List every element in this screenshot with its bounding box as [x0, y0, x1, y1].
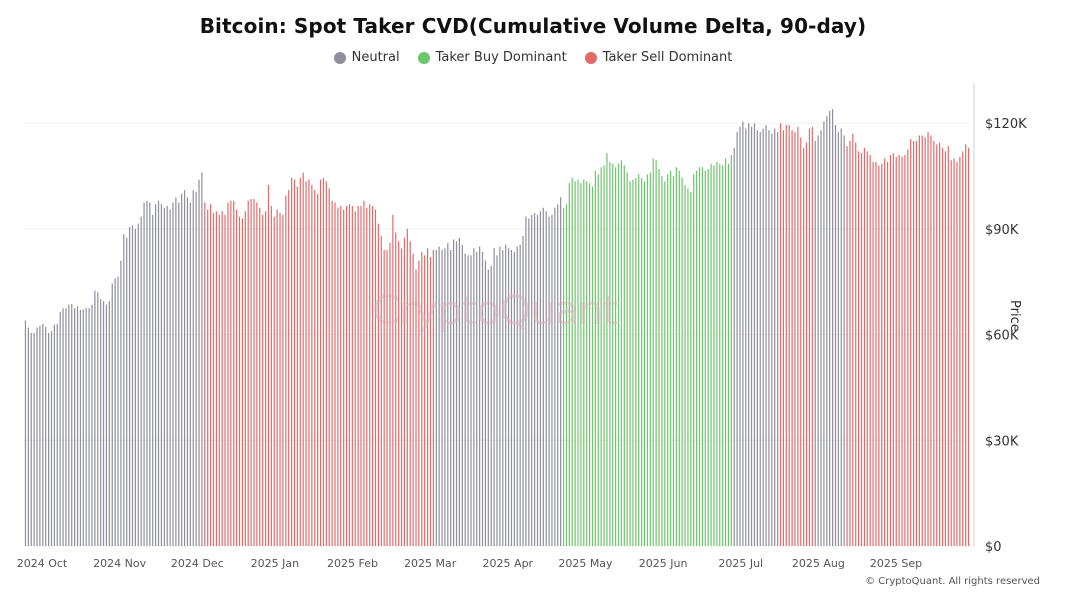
legend-item-neutral[interactable]: Neutral — [333, 50, 400, 65]
x-tick-label: 2025 May — [558, 557, 613, 570]
x-tick-label: 2024 Nov — [93, 557, 146, 570]
legend-swatch-neutral — [333, 51, 346, 64]
x-tick-label: 2025 Mar — [404, 557, 457, 570]
y-tick-label: $120K — [985, 117, 1027, 132]
legend-label-taker-sell: Taker Sell Dominant — [602, 50, 733, 65]
x-tick-label: 2024 Oct — [17, 557, 68, 570]
x-tick-label: 2025 Sep — [870, 557, 922, 570]
legend: Neutral Taker Buy Dominant Taker Sell Do… — [0, 50, 1066, 65]
legend-item-taker-buy[interactable]: Taker Buy Dominant — [417, 50, 567, 65]
legend-swatch-taker-buy — [417, 51, 430, 64]
x-tick-label: 2025 Apr — [483, 557, 534, 570]
y-tick-label: $60K — [985, 329, 1019, 344]
y-tick-label: $30K — [985, 434, 1019, 449]
legend-label-neutral: Neutral — [351, 50, 400, 65]
x-tick-label: 2025 Feb — [327, 557, 378, 570]
copyright-notice: © CryptoQuant. All rights reserved — [865, 576, 1040, 587]
watermark: CryptoQuant — [372, 288, 618, 334]
x-tick-label: 2025 Aug — [792, 557, 845, 570]
legend-item-taker-sell[interactable]: Taker Sell Dominant — [584, 50, 733, 65]
chart-title: Bitcoin: Spot Taker CVD(Cumulative Volum… — [199, 14, 867, 38]
y-tick-label: $0 — [985, 540, 1002, 555]
legend-swatch-taker-sell — [584, 51, 597, 64]
legend-label-taker-buy: Taker Buy Dominant — [435, 50, 567, 65]
y-tick-label: $90K — [985, 223, 1019, 238]
y-axis-title: Price — [1007, 300, 1022, 332]
x-tick-label: 2024 Dec — [171, 557, 224, 570]
x-tick-label: 2025 Jun — [639, 557, 688, 570]
x-tick-label: 2025 Jan — [251, 557, 299, 570]
x-tick-label: 2025 Jul — [718, 557, 763, 570]
